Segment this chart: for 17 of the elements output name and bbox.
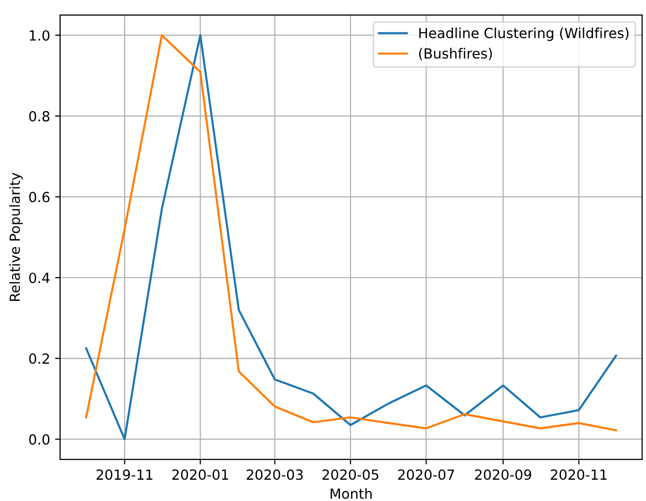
y-tick-label: 0.4 [29, 272, 50, 284]
x-tick-label: 2020-03 [246, 469, 303, 480]
x-tick-label: 2020-11 [550, 469, 607, 480]
legend-label: Headline Clustering (Wildfires) [419, 28, 628, 41]
y-tick-label: 1.0 [30, 30, 50, 41]
x-tick-label: 2020-05 [322, 469, 378, 480]
y-tick-label: 0.2 [29, 353, 49, 364]
y-tick-label: 0.6 [29, 192, 50, 202]
y-tick-label: 0.8 [29, 110, 50, 122]
y-axis-title: Relative Popularity [9, 172, 23, 301]
x-tick-label: 2020-09 [475, 469, 532, 480]
y-tick-label: 0.0 [29, 434, 50, 445]
x-tick-label: 2019-11 [96, 469, 152, 480]
x-tick-label: 2020-01 [172, 469, 228, 480]
x-tick-label: 2020-07 [398, 469, 454, 480]
x-axis-title: Month [330, 488, 372, 499]
legend-label: (Bushfires) [419, 48, 492, 60]
